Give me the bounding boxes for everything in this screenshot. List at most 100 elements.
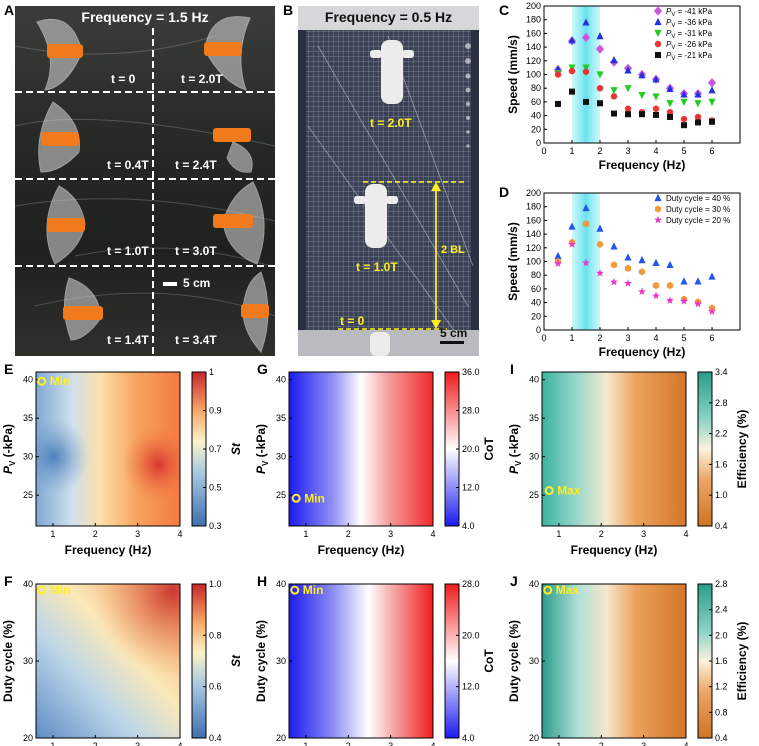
y-axis-label: PV (-kPa) [254, 424, 270, 474]
y-tick-label: 40 [23, 579, 33, 589]
time-label: t = 2.0T [370, 116, 412, 130]
y-axis-label: PV (-kPa) [1, 424, 17, 474]
y-tick-label: 40 [529, 375, 539, 385]
x-tick-label: 1 [569, 146, 574, 156]
data-point [610, 87, 618, 95]
data-point [680, 277, 688, 285]
x-tick-label: 3 [135, 529, 140, 539]
plot-frame [541, 371, 687, 527]
x-axis-label: Frequency (Hz) [599, 158, 686, 172]
x-tick-label: 1 [50, 741, 55, 746]
y-axis-label: Duty cycle (%) [254, 620, 268, 702]
x-tick-label: 4 [430, 741, 435, 746]
x-tick-label: 1 [303, 529, 308, 539]
y-tick-label: 0 [536, 138, 541, 148]
series [554, 203, 716, 285]
optimum-label: Max [556, 583, 580, 597]
panel-a-title: Frequency = 1.5 Hz [81, 9, 209, 25]
data-point [694, 100, 702, 108]
optimum-marker [37, 585, 47, 595]
colorbar-tick-label: 0.6 [209, 682, 222, 692]
x-axis-label: Frequency (Hz) [65, 543, 152, 557]
colorbar [191, 583, 207, 739]
panel-a-overlay [15, 16, 275, 356]
y-tick-label: 20 [531, 124, 541, 134]
time-label: t = 0 [111, 72, 136, 86]
panel-label: E [4, 361, 13, 377]
x-tick-label: 4 [653, 146, 658, 156]
colorbar [444, 583, 460, 739]
x-tick-label: 5 [681, 146, 686, 156]
y-tick-label: 160 [526, 28, 541, 38]
y-tick-label: 20 [23, 733, 33, 743]
y-tick-label: 30 [529, 656, 539, 666]
panel-label: F [4, 573, 13, 589]
data-point [596, 224, 604, 232]
data-point [666, 100, 674, 108]
data-point [667, 113, 673, 120]
y-axis-label: PV (-kPa) [507, 424, 523, 474]
chart-c: 0 1 2 3 4 5 6020406080100120140160180200Freque… [506, 1, 741, 172]
colorbar-tick-label: 3.4 [715, 367, 728, 377]
data-point [624, 264, 632, 272]
data-point [708, 86, 716, 94]
optimum-marker [291, 493, 301, 503]
x-tick-label: 4 [653, 333, 658, 343]
heatmap-surface [289, 372, 433, 526]
colorbar-tick-label: 1.0 [209, 579, 222, 589]
x-tick-label: 6 [709, 333, 714, 343]
data-point [624, 279, 632, 287]
data-point [568, 36, 576, 44]
data-point [652, 291, 660, 300]
y-tick-label: 100 [526, 257, 541, 267]
colorbar-tick-label: 1 [209, 367, 214, 377]
y-tick-label: 180 [526, 202, 541, 212]
time-label: t = 1.4T [107, 333, 149, 347]
legend-label: Duty cycle = 30 % [666, 205, 730, 214]
distance-lines [338, 181, 466, 330]
data-point [610, 277, 618, 286]
data-point [582, 220, 590, 228]
data-point [707, 78, 717, 88]
data-point [624, 253, 632, 261]
y-tick-label: 25 [23, 490, 33, 500]
data-point [638, 256, 646, 264]
data-point [596, 85, 604, 92]
scale-bar-a [163, 282, 177, 286]
heatmap-panel-j: J1234403020Frequency (Hz)Duty cycle (%)M… [507, 573, 749, 746]
plot-frame [288, 371, 434, 527]
legend: Duty cycle = 40 % Duty cycle = 30 % Duty c… [654, 193, 730, 225]
colorbar-label: CoT [482, 437, 496, 461]
colorbar-tick-label: 2.8 [715, 579, 728, 589]
x-tick-label: 2 [93, 741, 98, 746]
x-axis-label: Frequency (Hz) [318, 543, 405, 557]
y-tick-label: 40 [529, 579, 539, 589]
data-point [694, 299, 702, 308]
y-tick-label: 60 [531, 97, 541, 107]
heatmap-panel-i: I 1 2 3 4 40 35 30 25 Frequency (Hz) PV (-kPa) Max 3… [507, 361, 749, 557]
colorbar-tick-label: 2.4 [715, 605, 728, 615]
data-point [655, 52, 661, 58]
chart-d: 0 1 2 3 4 5 6020406080100120140160180200Freque… [506, 188, 741, 359]
y-axis-label: Duty cycle (%) [1, 620, 15, 702]
x-axis-label: Frequency (Hz) [599, 345, 686, 359]
data-point [652, 281, 660, 290]
y-tick-label: 35 [276, 413, 286, 423]
data-point [680, 297, 688, 305]
x-tick-label: 4 [177, 529, 182, 539]
data-point [568, 222, 576, 230]
data-point [596, 268, 604, 277]
panel-b-photo: Frequency = 0.5 Hz t = 2.0T t = 1.0T t =… [298, 6, 479, 356]
data-point [680, 90, 688, 98]
data-point [582, 203, 590, 212]
optimum-label: Min [50, 583, 71, 597]
data-point [708, 98, 716, 106]
data-point [596, 32, 604, 40]
y-axis-label: Speed (mm/s) [506, 222, 520, 301]
data-point [639, 111, 645, 118]
x-tick-label: 0 [541, 146, 546, 156]
colorbar-label: St [229, 654, 243, 667]
y-tick-label: 30 [23, 656, 33, 666]
optimum-marker [544, 486, 554, 496]
data-point [568, 240, 576, 248]
